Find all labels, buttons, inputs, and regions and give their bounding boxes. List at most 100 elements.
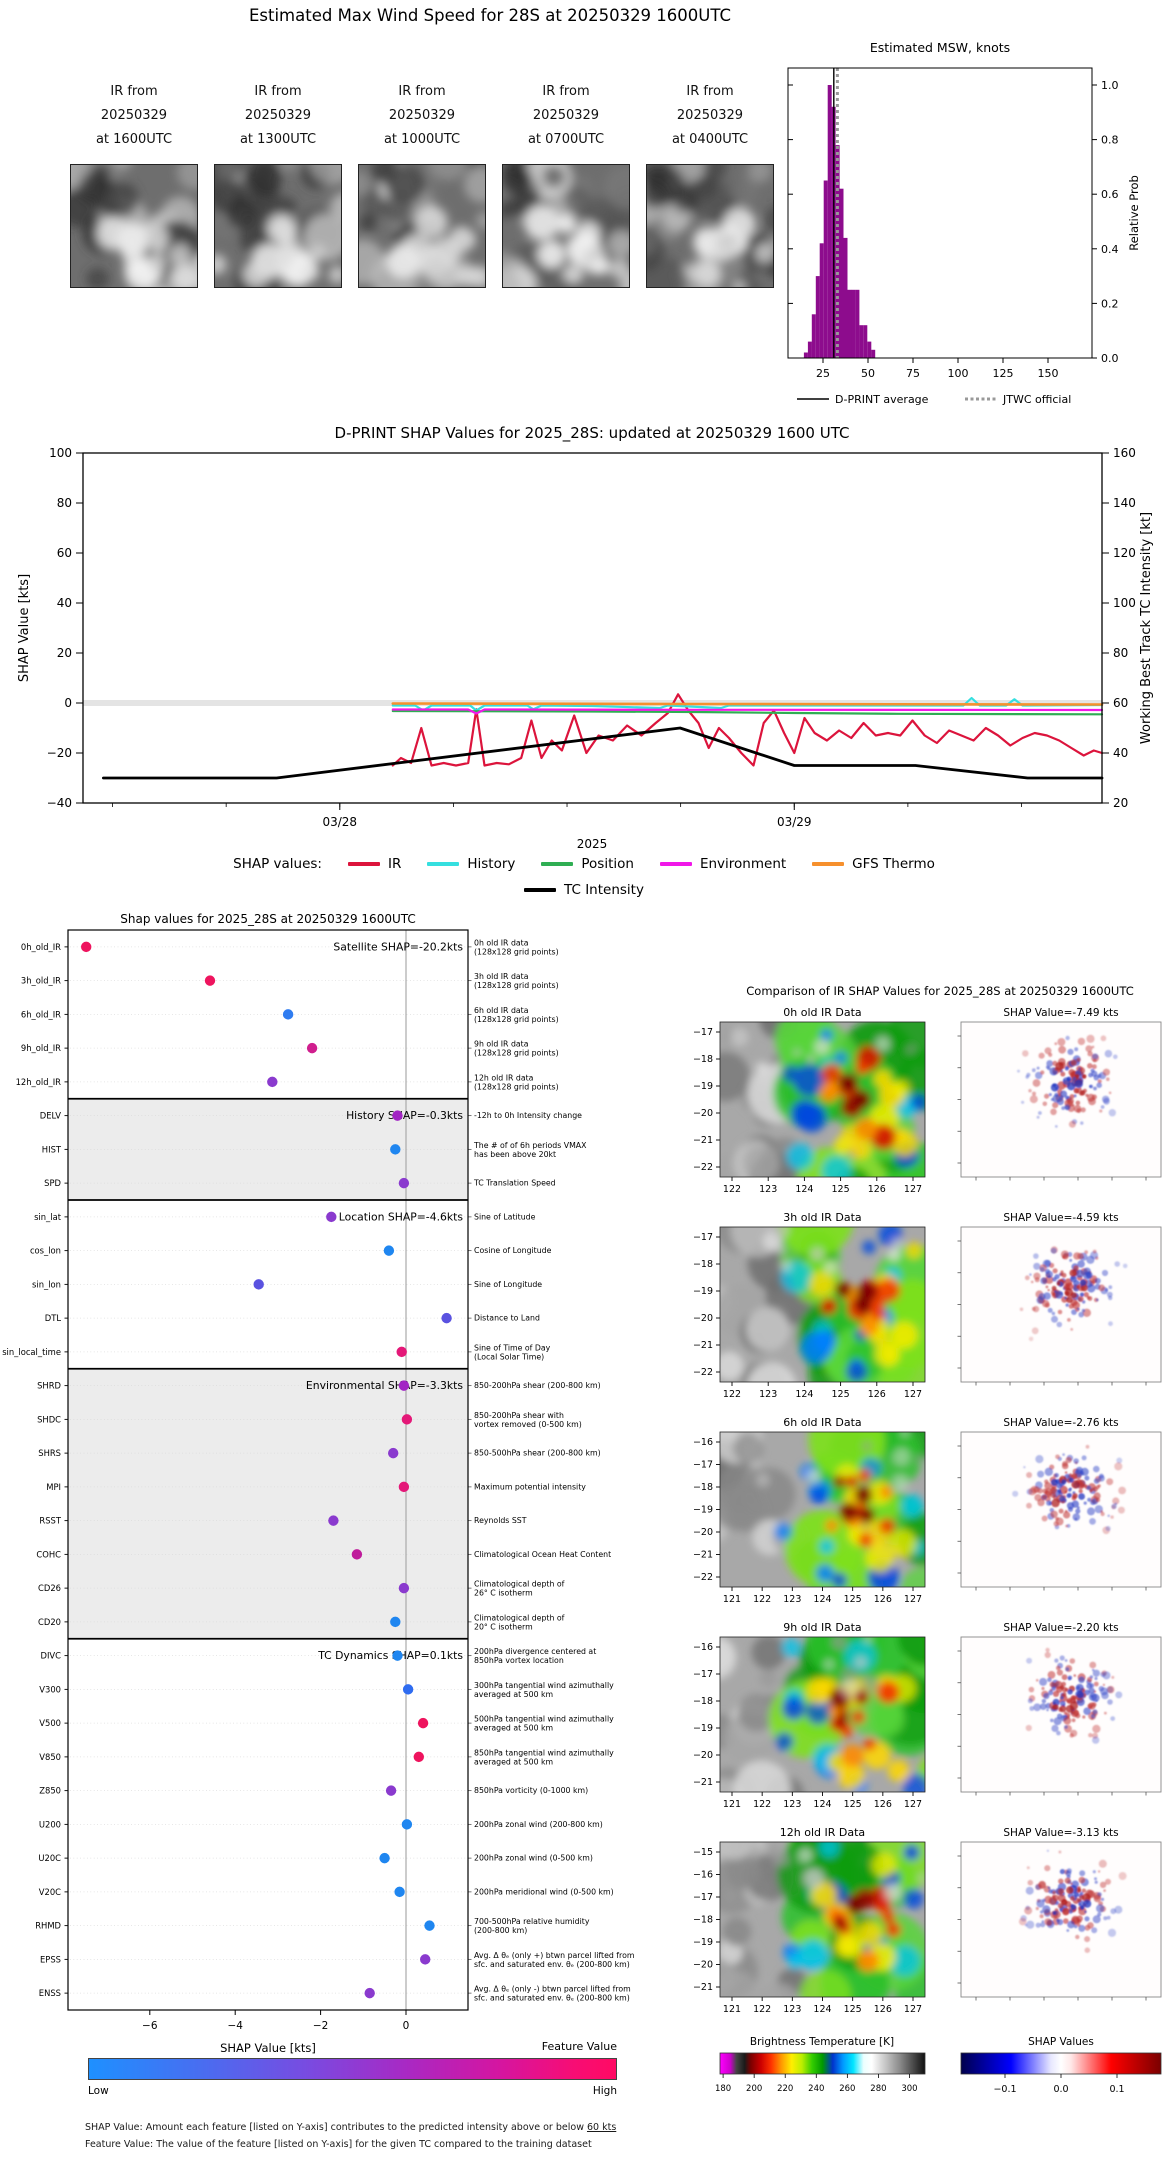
feature-desc: 200hPa zonal wind (0-500 km) [474, 1854, 593, 1863]
msw-histogram: Estimated MSW, knots 0.0 0.2 0.4 0.6 0.8 1.0 Re… [787, 40, 1141, 406]
shap-colorbar [960, 2052, 1162, 2075]
feature-desc: averaged at 500 km [474, 1724, 553, 1733]
feature-tick-label: 12h_old_IR [16, 1077, 62, 1087]
feature-tick-label: Z850 [39, 1786, 61, 1796]
shap-colorbar-tick: −0.1 [993, 2084, 1016, 2095]
svg-text:2025: 2025 [577, 837, 608, 851]
shap-value-map [1019, 1246, 1128, 1342]
feature-tick-label: V300 [39, 1684, 61, 1694]
section-label: Satellite SHAP=-20.2kts [333, 940, 463, 953]
feature-tick-label: V20C [39, 1887, 61, 1897]
lon-tick: 126 [868, 1184, 886, 1195]
figure-title: Estimated Max Wind Speed for 28S at 2025… [248, 6, 732, 25]
lon-tick: 122 [753, 1594, 771, 1605]
lat-tick: −21 [693, 1982, 713, 1993]
svg-text:40: 40 [1113, 746, 1128, 760]
feature-tick-label: CD26 [38, 1583, 61, 1593]
shap-dot-DELV [392, 1110, 403, 1121]
bt-colorbar-tick: 220 [777, 2084, 793, 2094]
ir-satellite-image [502, 164, 630, 289]
lon-tick: 123 [783, 1799, 801, 1810]
lon-tick: 124 [795, 1184, 813, 1195]
svg-text:150: 150 [1038, 367, 1059, 380]
feature-desc: 200hPa zonal wind (200-800 km) [474, 1820, 603, 1829]
shap-map-title: SHAP Value=-3.13 kts [1003, 1827, 1118, 1839]
lat-tick: −17 [693, 1232, 713, 1243]
shap-colorbar-title: SHAP Values [1028, 2036, 1094, 2048]
lon-tick: 123 [759, 1184, 777, 1195]
lon-tick: 121 [723, 1594, 741, 1605]
legend-swatch [427, 862, 460, 866]
feature-desc: 12h old IR data [474, 1073, 534, 1082]
lon-tick: 127 [904, 1594, 922, 1605]
feature-tick-label: SHRS [38, 1448, 61, 1458]
legend-label: History [467, 856, 516, 872]
feature-desc: 26° C isotherm [474, 1589, 533, 1598]
lat-tick: −20 [693, 1960, 713, 1971]
legend-swatch [659, 862, 692, 866]
svg-text:20: 20 [1113, 796, 1128, 810]
shap-dot-U20C [379, 1852, 390, 1864]
feature-desc: 850-200hPa shear with [474, 1411, 564, 1420]
feature-tick-label: ENSS [39, 1988, 61, 1998]
ir-comparison-panel: Comparison of IR SHAP Values for 2025_28… [693, 984, 1162, 2095]
legend-item-ir: IR [347, 856, 401, 872]
ir-map-title: 3h old IR Data [783, 1211, 861, 1224]
shap-dot-6h_old_IR [282, 1009, 294, 1020]
bt-colorbar-tick: 180 [715, 2084, 731, 2094]
feature-desc: (128x128 grid points) [474, 981, 559, 990]
ir-satellite-image [646, 164, 774, 289]
shap-dot-sin_local_time [396, 1346, 407, 1358]
feature-tick-label: RHMD [35, 1921, 61, 1931]
ir-map-title: 12h old IR Data [780, 1826, 865, 1839]
feature-value-high-label: High [592, 2085, 617, 2097]
shap-timeseries-chart: D-PRINT SHAP Values for 2025_28S: update… [17, 424, 1154, 851]
svg-text:−6: −6 [142, 2020, 158, 2032]
feature-desc: vortex removed (0-500 km) [474, 1420, 582, 1429]
svg-text:125: 125 [993, 367, 1014, 380]
feature-desc: Sine of Latitude [474, 1212, 536, 1221]
legend-label: GFS Thermo [852, 856, 935, 872]
lat-tick: −21 [693, 1550, 713, 1561]
feature-desc: 200hPa meridional wind (0-500 km) [474, 1887, 614, 1896]
feature-tick-label: SPD [44, 1178, 61, 1188]
lat-tick: −21 [693, 1135, 713, 1146]
ir-thumbnail-1000utc: IR from 20250329 at 1000UTC [358, 80, 486, 289]
lon-tick: 125 [832, 1389, 850, 1400]
feature-tick-label: HIST [42, 1144, 62, 1154]
ir-data-map [720, 1227, 925, 1382]
feature-tick-label: U20C [38, 1853, 61, 1863]
feature-tick-label: sin_lon [32, 1279, 61, 1289]
feature-desc: 9h old IR data [474, 1040, 529, 1049]
x-axis: 03/28 03/29 2025 [112, 803, 1022, 851]
lon-tick: 126 [874, 1594, 892, 1605]
comparison-row-0: 0h old IR Data SHAP Value=-7.49 kts −17 −18… [693, 1006, 1162, 1195]
shap-map-title: SHAP Value=-2.20 kts [1003, 1622, 1118, 1634]
footnote-shap-value: SHAP Value: Amount each feature [listed … [85, 2122, 617, 2133]
svg-text:100: 100 [49, 446, 72, 460]
shap-dot-12h_old_IR [267, 1076, 278, 1088]
lon-tick: 125 [844, 1799, 862, 1810]
lat-tick: −20 [693, 1750, 713, 1761]
series-gfs-thermo [391, 702, 1104, 706]
shap-dot-COHC [351, 1549, 363, 1560]
lat-tick: −15 [693, 1847, 713, 1858]
svg-text:D-PRINT SHAP Values for 2025_2: D-PRINT SHAP Values for 2025_28S: update… [335, 424, 850, 443]
lon-tick: 122 [753, 2004, 771, 2015]
lat-tick: −18 [693, 1259, 713, 1270]
feature-desc: 0h old IR data [474, 938, 529, 947]
lon-tick: 126 [868, 1389, 886, 1400]
ir-map-title: 0h old IR Data [783, 1006, 861, 1019]
feature-value-colorbar-title: Feature Value [541, 2040, 617, 2053]
shap-map-title: SHAP Value=-4.59 kts [1003, 1212, 1118, 1224]
svg-text:20: 20 [57, 646, 72, 660]
ir-data-map [720, 1842, 925, 1997]
shap-dot-RSST [328, 1515, 339, 1526]
svg-text:160: 160 [1113, 446, 1136, 460]
shap-map-title: SHAP Value=-2.76 kts [1003, 1417, 1118, 1429]
shap-dot-cos_lon [383, 1245, 395, 1256]
feature-desc: 850hPa vorticity (0-1000 km) [474, 1786, 588, 1795]
lat-tick: −17 [693, 1892, 713, 1903]
feature-desc: 200hPa divergence centered at [474, 1647, 596, 1656]
lon-tick: 121 [723, 1799, 741, 1810]
